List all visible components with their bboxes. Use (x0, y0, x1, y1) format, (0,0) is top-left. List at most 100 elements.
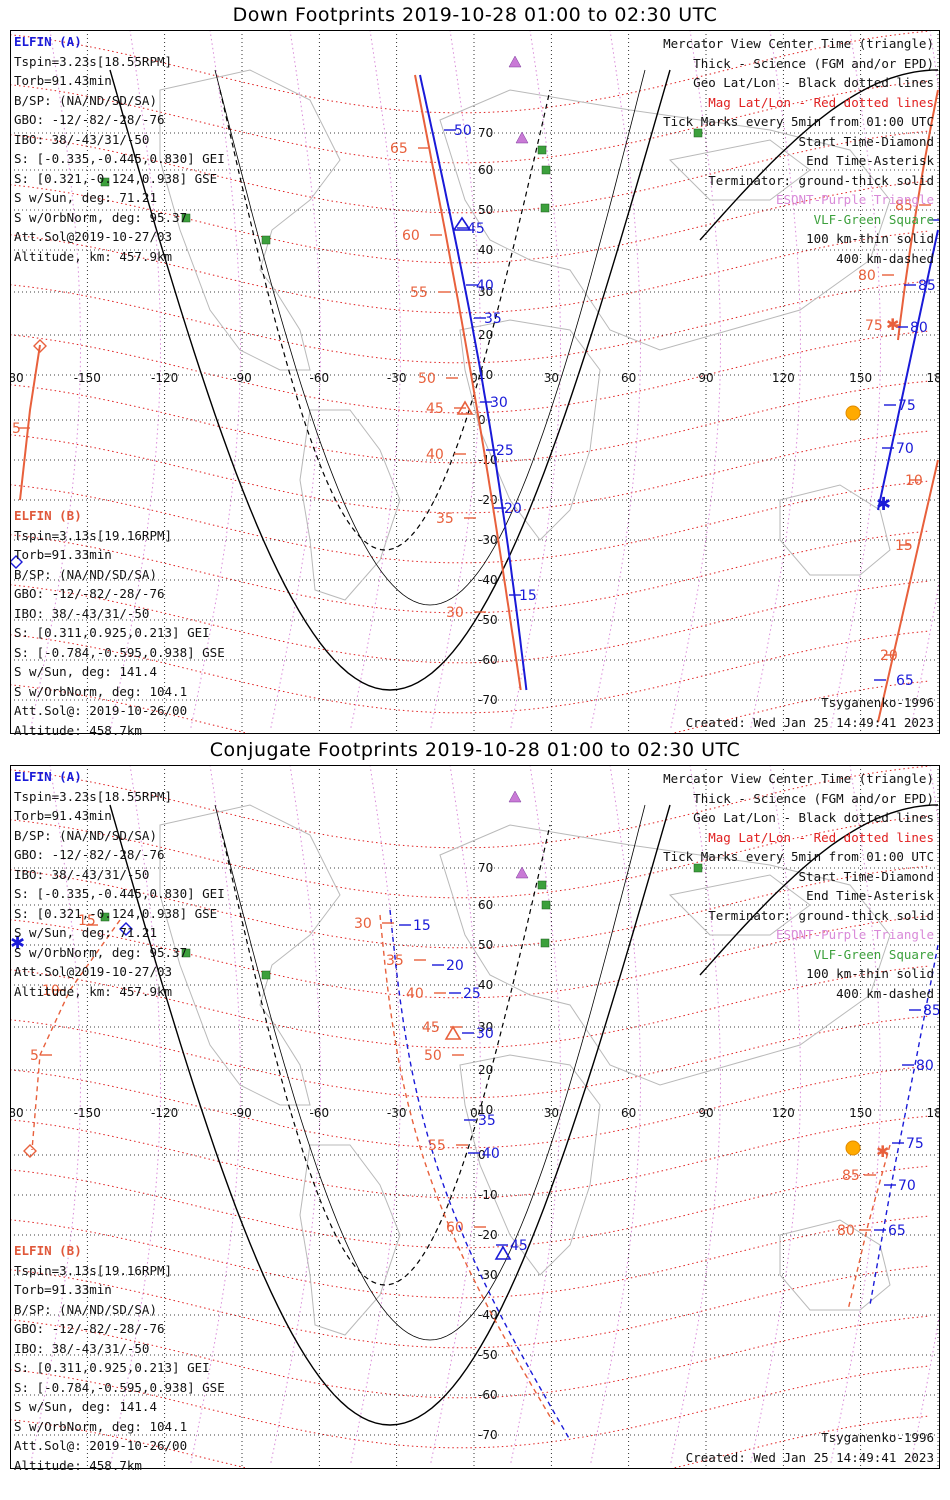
lat-tick-label: 40 (478, 243, 493, 257)
elfin-a-tick-label: 85 (923, 1003, 940, 1019)
terminator-100km-line (214, 69, 646, 606)
elfin-b-info-line: Tspin=3.13s[19.16RPM] (14, 1262, 173, 1278)
esq-lon-line (749, 30, 802, 731)
lon-tick-label: -180 (10, 1106, 24, 1120)
elfin-b-info-line: S: [0.311,0.925,0.213] GEI (14, 1360, 210, 1375)
elfin-b-info-line: GBO: -12/-82/-28/-76 (14, 1321, 165, 1336)
elfin-b-info-line: Altitude: 458.7km (14, 722, 142, 738)
esq-lon-line (109, 30, 162, 731)
legend-line: End Time-Asterisk (806, 153, 934, 168)
asterisk-marker-icon: ✱ (886, 315, 899, 334)
legend-line: 400 km-dashed (836, 250, 934, 266)
elfin-b-track (897, 89, 939, 341)
legend-line: Mercator View Center Time (triangle) (663, 36, 934, 51)
lat-tick-label: -70 (478, 693, 498, 707)
vlf-square-icon (261, 970, 271, 980)
esqnt-triangle-icon (515, 131, 529, 144)
elfin-a-tick-label: 20 (504, 501, 522, 517)
diamond-marker-icon (23, 1144, 37, 1158)
elfin-a-info-line: GBO: -12/-82/-28/-76 (14, 847, 165, 862)
legend-line: Thick - Science (FGM and/or EPD) (693, 790, 934, 806)
coastline (779, 1219, 891, 1311)
terminator-400km-line (219, 89, 551, 551)
elfin-b-info-line: S w/Sun, deg: 141.4 (14, 1399, 157, 1414)
legend-line: ESQNT-Purple Triangle (775, 927, 934, 942)
vlf-square-icon (540, 938, 550, 948)
lat-tick-label: 60 (478, 898, 493, 912)
lon-tick-label: 150 (849, 371, 872, 385)
legend-line: Start Time-Diamond (798, 133, 934, 149)
elfin-a-tick-label: 30 (476, 1026, 494, 1042)
legend-line: Mag Lat/Lon - Red dotted lines (708, 94, 934, 110)
legend-line: VLF-Green Square (813, 946, 934, 962)
legend-line: Terminator: ground-thick solid (708, 907, 934, 923)
legend-line: Terminator: ground-thick solid (708, 172, 934, 188)
elfin-a-info-line: IBO: 38/-43/31/-50 (14, 866, 150, 882)
coastline (299, 409, 401, 601)
lat-tick-label: 40 (478, 978, 493, 992)
map-frame (10, 765, 940, 1469)
esq-lon-line (29, 30, 82, 731)
elfin-a-tick-label: 40 (482, 1146, 500, 1162)
elfin-b-info-line: Att.Sol@: 2019-10-26/00 (14, 1438, 188, 1453)
elfin-b-tick-label: 30 (446, 605, 464, 621)
elfin-b-tick-label: 30 (354, 916, 372, 932)
legend-line: ESQNT-Purple Triangle (775, 192, 934, 207)
elfin-a-track (869, 944, 939, 1306)
legend-line: Start Time-Diamond (798, 868, 934, 884)
legend-line: 100 km-thin solid (806, 231, 934, 246)
elfin-a-info-line: Torb=91.43min (14, 73, 112, 88)
elfin-a-info-line: S: [-0.335,-0.445,0.830] GEI (14, 886, 225, 901)
vlf-square-icon (693, 863, 703, 873)
lat-tick-label: -40 (478, 1308, 498, 1322)
elfin-a-tick-label: 80 (916, 1058, 934, 1074)
lon-tick-label: 90 (698, 1106, 713, 1120)
vlf-square-icon (540, 203, 550, 213)
elfin-a-tick-label: 25 (496, 443, 514, 459)
elfin-a-info-line: S: [0.321,-0.124,0.938] GSE (14, 170, 218, 186)
esqnt-triangle-icon (515, 866, 529, 879)
vlf-square-icon (100, 177, 110, 187)
lon-tick-label: -30 (387, 371, 407, 385)
elfin-b-tick-label: 5 (30, 1048, 39, 1064)
esq-lon-line (269, 765, 322, 1466)
lat-tick-label: -50 (478, 613, 498, 627)
elfin-a-info-line: Altitude, km: 457.9km (14, 248, 173, 264)
coastline (779, 484, 891, 576)
elfin-a-info-line: S w/Sun, deg: 71.21 (14, 190, 157, 205)
model-label: Tsyganenko-1996 (821, 1430, 934, 1445)
lon-tick-label: 30 (544, 371, 559, 385)
elfin-a-info-line: Att.Sol@2019-10-27/03 (14, 229, 173, 244)
legend-line: Tick Marks every 5min from 01:00 UTC (663, 114, 934, 129)
elfin-b-info-line: Altitude: 458.7km (14, 1457, 142, 1473)
elfin-b-info-line: S w/Sun, deg: 141.4 (14, 664, 157, 679)
diamond-marker-icon (10, 555, 23, 569)
coastline (439, 824, 891, 1086)
elfin-b-tick-label: 45 (426, 401, 444, 417)
lat-tick-label: -30 (478, 533, 498, 547)
elfin-a-info-line: S w/Sun, deg: 71.21 (14, 925, 157, 940)
sun-icon (845, 405, 861, 421)
esq-lon-line (669, 765, 722, 1466)
triangle-marker-icon (444, 1025, 462, 1040)
elfin-b-tick-label: 45 (422, 1020, 440, 1036)
asterisk-marker-icon: ✱ (10, 933, 25, 954)
elfin-b-tick-label: 50 (418, 371, 436, 387)
elfin-b-info-line: S w/OrbNorm, deg: 104.1 (14, 1418, 188, 1434)
vlf-square-icon (181, 213, 191, 223)
esq-lon-line (189, 30, 242, 731)
model-label: Tsyganenko-1996 (821, 695, 934, 710)
lon-tick-label: 180 (927, 371, 940, 385)
elfin-a-tick-label: 35 (478, 1113, 496, 1129)
legend-line: Mercator View Center Time (triangle) (663, 771, 934, 786)
elfin-a-info-line: Att.Sol@2019-10-27/03 (14, 964, 173, 979)
map-frame (10, 30, 940, 734)
elfin-a-tick-label: 50 (454, 123, 472, 139)
coastline (299, 1144, 401, 1336)
esq-lon-line (669, 30, 722, 731)
elfin-a-info-line: S w/OrbNorm, deg: 95.37 (14, 209, 188, 225)
elfin-b-track (31, 919, 121, 1151)
diamond-marker-icon (33, 339, 47, 353)
lat-tick-label: -40 (478, 573, 498, 587)
terminator-ground-line (109, 804, 671, 1426)
